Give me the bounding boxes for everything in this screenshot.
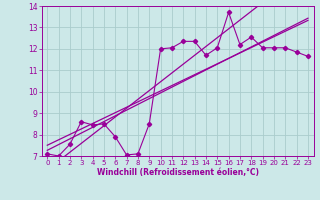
X-axis label: Windchill (Refroidissement éolien,°C): Windchill (Refroidissement éolien,°C) — [97, 168, 259, 177]
